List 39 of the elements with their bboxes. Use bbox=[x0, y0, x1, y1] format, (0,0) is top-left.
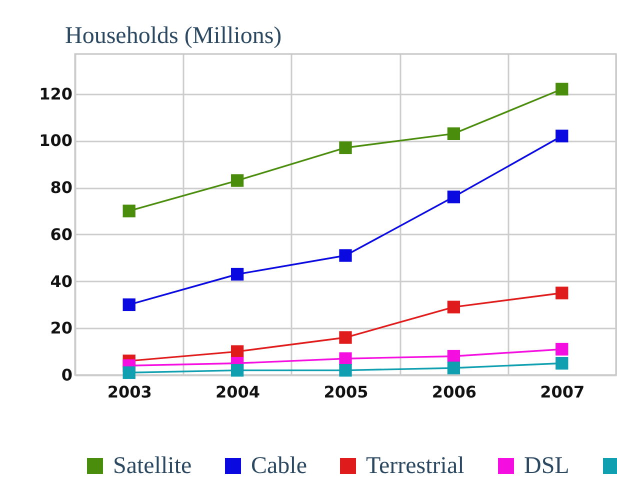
point bbox=[556, 342, 568, 356]
x-tick-label: 2004 bbox=[216, 382, 260, 402]
point bbox=[339, 141, 352, 154]
y-tick-label: 80 bbox=[50, 178, 72, 198]
point bbox=[230, 174, 244, 187]
legend-label: Cable bbox=[251, 453, 307, 479]
legend-label: Satellite bbox=[113, 453, 192, 479]
point bbox=[447, 300, 460, 314]
legend-label: DSL bbox=[524, 453, 570, 479]
y-tick-label: 20 bbox=[50, 318, 72, 338]
point bbox=[447, 190, 460, 204]
point bbox=[556, 356, 568, 370]
y-tick-label: 0 bbox=[61, 366, 72, 384]
point bbox=[339, 249, 352, 262]
point bbox=[122, 298, 136, 312]
point bbox=[447, 127, 460, 140]
point bbox=[122, 204, 136, 218]
point bbox=[447, 362, 460, 374]
x-tick-label: 2005 bbox=[324, 382, 368, 402]
y-tick-label: 40 bbox=[50, 272, 72, 291]
point bbox=[230, 364, 244, 377]
point bbox=[447, 350, 460, 363]
legend-label: Terrestrial bbox=[366, 453, 465, 479]
y-tick-label: 100 bbox=[39, 131, 72, 150]
point bbox=[230, 345, 244, 358]
point bbox=[556, 130, 568, 142]
point bbox=[339, 364, 352, 377]
point bbox=[230, 268, 244, 281]
point bbox=[339, 352, 352, 365]
point bbox=[556, 286, 568, 300]
x-tick-label: 2007 bbox=[540, 382, 585, 402]
y-tick-label: 60 bbox=[50, 224, 72, 244]
point bbox=[122, 366, 136, 379]
x-tick-label: 2006 bbox=[432, 382, 476, 402]
y-tick-label: 120 bbox=[39, 84, 72, 104]
x-tick-label: 2003 bbox=[107, 382, 152, 402]
point bbox=[556, 82, 568, 96]
point bbox=[339, 331, 352, 344]
chart-title: Households (Millions) bbox=[65, 23, 282, 49]
